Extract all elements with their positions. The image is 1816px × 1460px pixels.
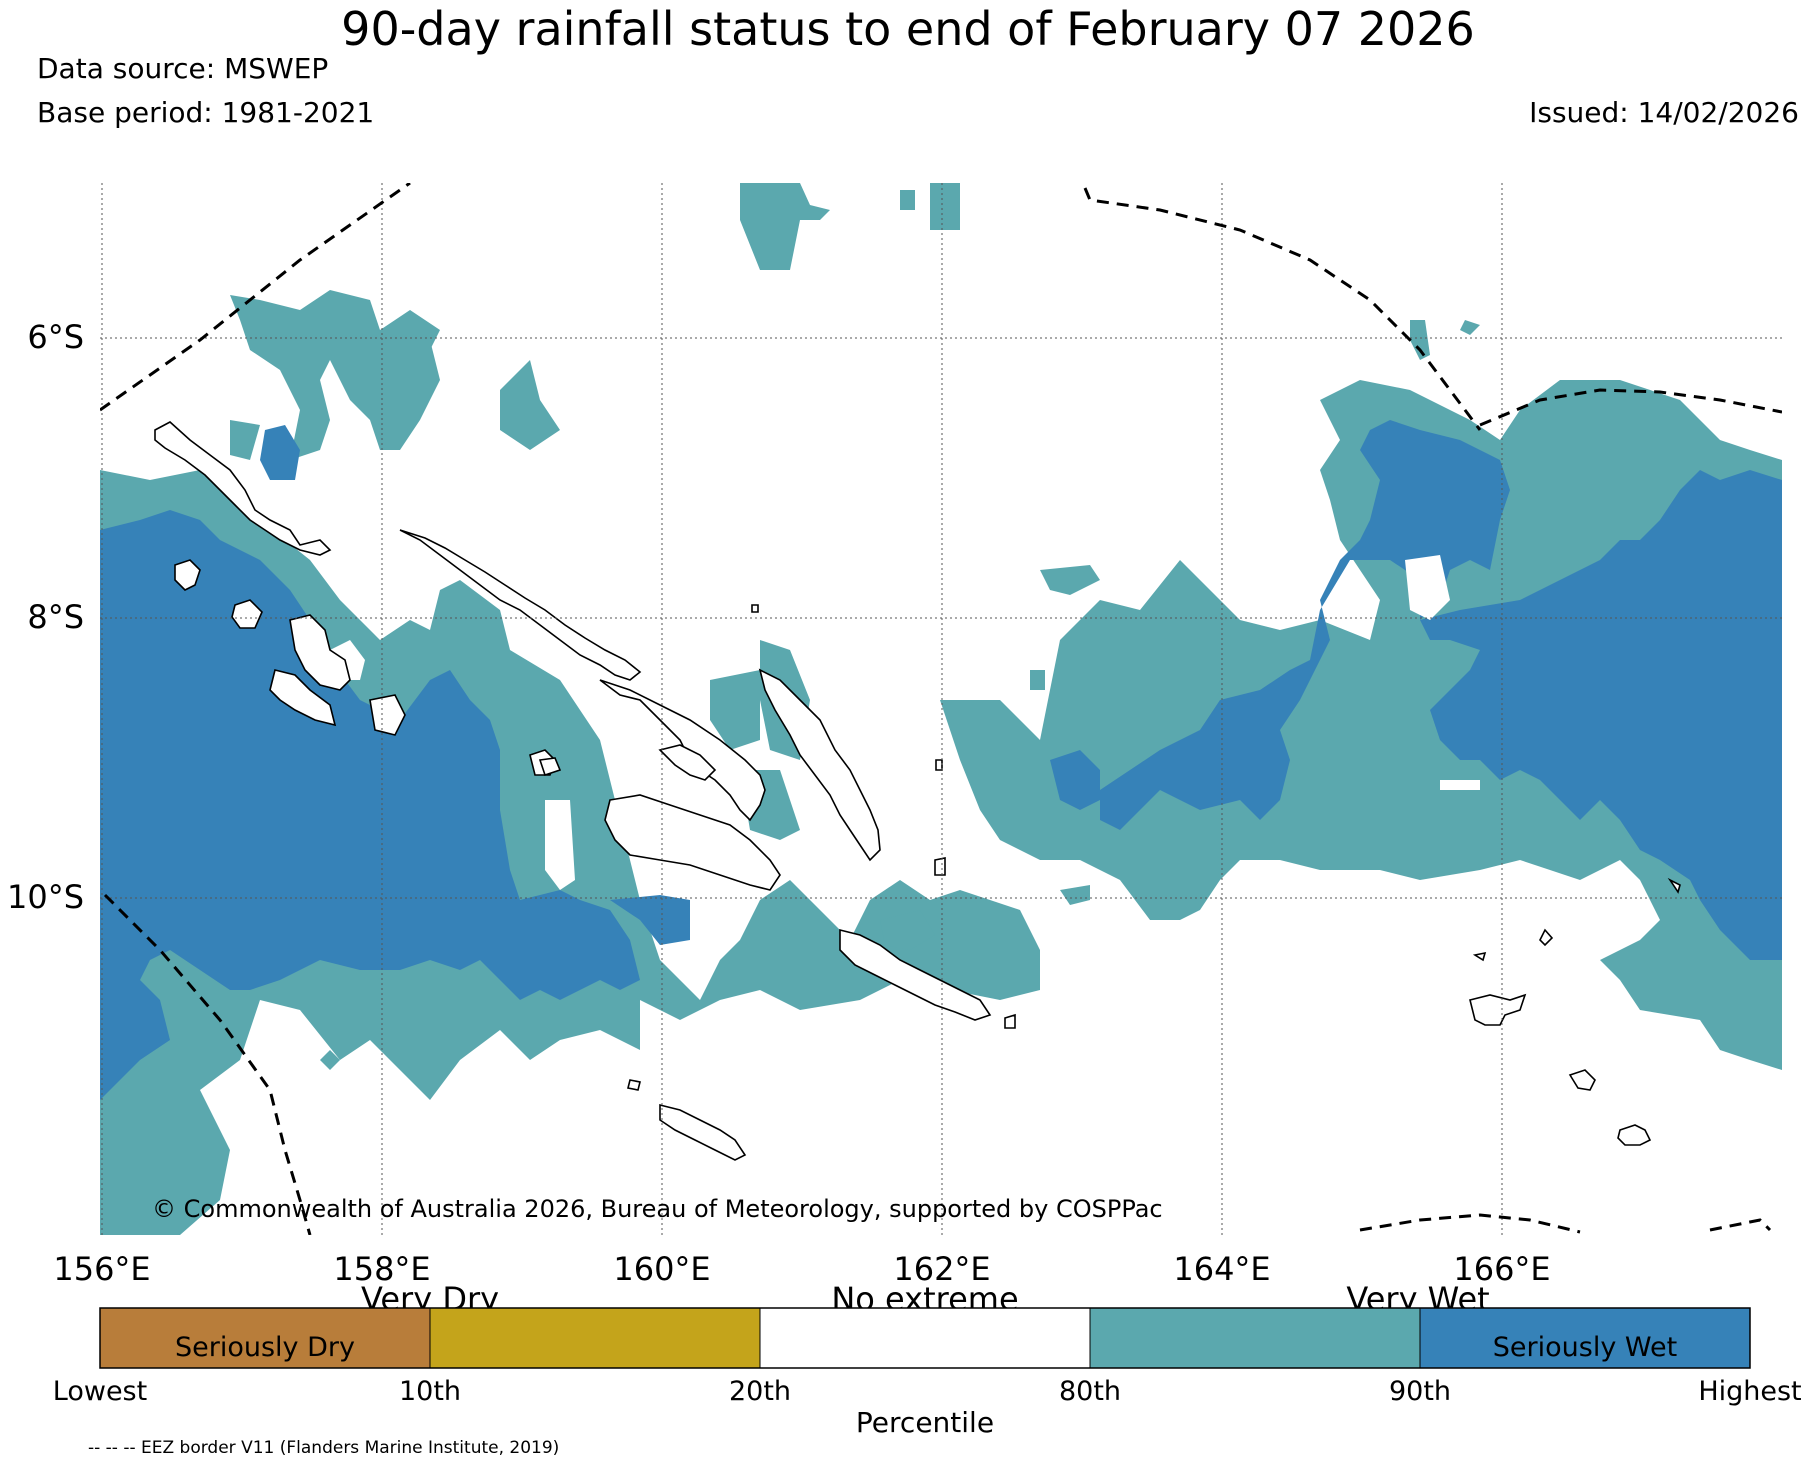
island-vanuatu-north [1539, 928, 1554, 947]
very-wet-region-north-4 [740, 183, 830, 270]
very-wet-region-small-2 [1060, 885, 1090, 905]
very-wet-region-mid-1 [710, 670, 760, 750]
lat-label-8s: 8°S [27, 598, 84, 636]
graticule [100, 183, 1782, 1235]
seriously-wet-region-mid [610, 895, 690, 945]
very-wet-region-small-4 [1030, 670, 1045, 690]
legend-cell-seriously-dry: Seriously Dry [175, 1332, 355, 1363]
page-title: 90-day rainfall status to end of Februar… [341, 2, 1475, 56]
lon-label-160e: 160°E [613, 1250, 710, 1288]
island-espiritu-santo [1469, 993, 1527, 1026]
island-vella-lavella [231, 599, 263, 629]
legend-tick-80th: 80th [1059, 1376, 1121, 1407]
lon-label-158e: 158°E [333, 1250, 430, 1288]
legend-tick-20th: 20th [729, 1376, 791, 1407]
very-wet-region-north-3 [500, 360, 560, 450]
island-kolombangara [289, 614, 351, 691]
lon-label-164e: 164°E [1173, 1250, 1270, 1288]
very-wet-region-small-6 [1460, 320, 1480, 335]
data-source-label: Data source: MSWEP [37, 52, 329, 85]
legend-swatch-very-dry [429, 1307, 761, 1369]
lon-label-162e: 162°E [893, 1250, 990, 1288]
eez-border-north-east [1083, 187, 1482, 431]
island-new-georgia [174, 559, 201, 591]
coastlines [154, 421, 1681, 1161]
legend-title: Percentile [856, 1406, 994, 1439]
island-gizo [369, 694, 406, 736]
legend-tick-lowest: Lowest [53, 1376, 147, 1407]
no-extreme-hole-6 [1440, 780, 1480, 790]
island-santa-ana [1004, 1013, 1016, 1029]
rainfall-layer [100, 183, 1782, 1235]
legend-tick-90th: 90th [1389, 1376, 1451, 1407]
seriously-wet-regions [100, 420, 1782, 1100]
very-wet-region-mid-4 [880, 910, 935, 950]
eez-border-southeast [1709, 1218, 1772, 1232]
eez-border-png-south [103, 893, 312, 1235]
island-makira [839, 928, 992, 1021]
island-malaita [758, 668, 881, 862]
island-malakula [1568, 1069, 1596, 1091]
island-small-5 [538, 757, 562, 777]
seriously-wet-region-west [100, 510, 640, 1100]
very-wet-region-north-2 [410, 310, 440, 350]
island-bellona [627, 1079, 641, 1091]
island-ulawa [934, 857, 946, 876]
island-santa-isabel [599, 679, 766, 822]
seriously-wet-region-east-3 [1050, 750, 1100, 810]
eez-border-note: -- -- -- EEZ border V11 (Flanders Marine… [88, 1438, 560, 1458]
island-efate [1617, 1124, 1652, 1146]
very-wet-region-north-6 [900, 190, 915, 210]
no-extreme-hole-5 [1405, 555, 1450, 620]
island-rennell [659, 1103, 747, 1161]
island-small-3 [935, 759, 943, 771]
island-bougainville [154, 421, 332, 556]
very-wet-region-small-5 [1410, 320, 1430, 360]
very-wet-region-small-3 [1040, 565, 1100, 595]
legend-swatch-no-extreme [759, 1307, 1091, 1369]
eez-border-vanuatu-south [1359, 1213, 1581, 1234]
lon-label-166e: 166°E [1453, 1250, 1550, 1288]
copyright-credit: © Commonwealth of Australia 2026, Bureau… [152, 1195, 1163, 1223]
very-wet-region-small-1 [230, 420, 260, 460]
lat-label-6s: 6°S [27, 318, 84, 356]
eez-border-png-north [100, 183, 411, 412]
seriously-wet-region-east [1100, 420, 1510, 830]
seriously-wet-region-north-small [260, 425, 300, 480]
no-extreme-hole-4 [545, 800, 575, 890]
legend-tick-highest: Highest [1698, 1376, 1801, 1407]
legend-swatch-very-wet [1089, 1307, 1421, 1369]
colour-bar-outline [99, 1307, 1751, 1369]
island-small-4 [751, 604, 759, 613]
island-guadalcanal [604, 794, 781, 891]
very-wet-region-north-1 [230, 290, 440, 460]
lat-label-10s: 10°S [7, 878, 84, 916]
colour-bar [99, 1307, 1751, 1369]
island-nggela [658, 744, 717, 781]
legend-cell-seriously-wet: Seriously Wet [1493, 1332, 1677, 1363]
very-wet-region-north-5 [930, 183, 960, 230]
issued-date-label: Issued: 14/02/2026 [1529, 96, 1799, 129]
seriously-wet-region-east-2 [1420, 470, 1782, 960]
very-wet-region-small-7 [320, 1050, 340, 1070]
island-choiseul [399, 529, 642, 681]
lon-label-156e: 156°E [53, 1250, 150, 1288]
eez-borders [100, 183, 1782, 1235]
base-period-label: Base period: 1981-2021 [37, 96, 375, 129]
legend-tick-10th: 10th [399, 1376, 461, 1407]
island-small-1 [1472, 951, 1487, 962]
island-small-2 [1667, 877, 1681, 894]
legend-swatch-seriously-dry [99, 1307, 431, 1369]
island-rendova [269, 669, 337, 727]
